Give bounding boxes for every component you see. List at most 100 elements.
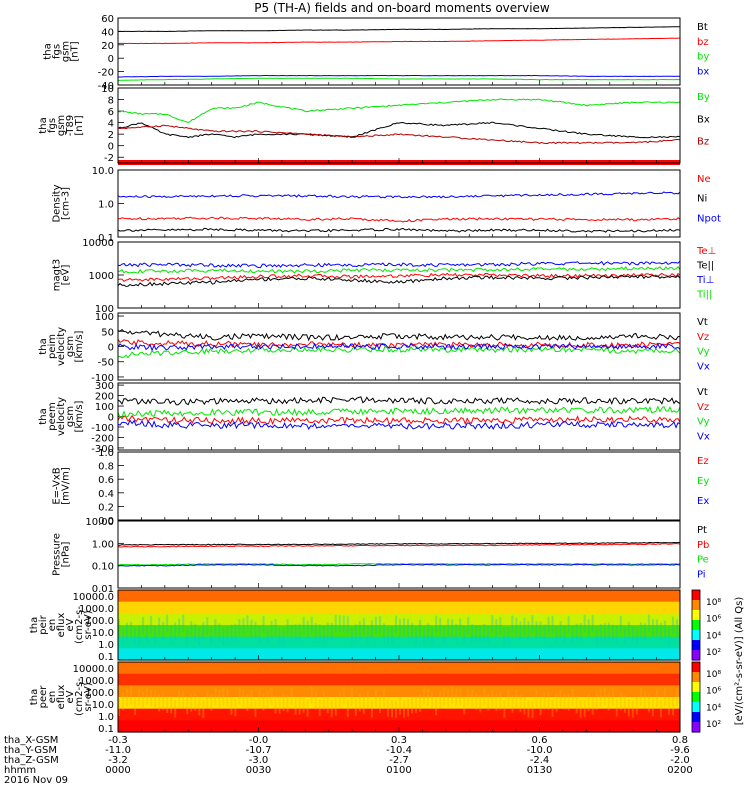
spectrogram-streak	[298, 697, 301, 715]
y-tick-label: 1.0	[98, 448, 114, 459]
spectrogram-streak	[475, 625, 478, 643]
y-tick-label: -40	[98, 81, 114, 92]
panel-ylabel: thapeerenefluxeV(cm2-s-sr-eV)	[29, 678, 94, 716]
spectrogram-streak	[667, 697, 670, 715]
spectrogram-streak	[479, 694, 482, 713]
series-bz-line	[117, 124, 681, 145]
spectrogram-streak	[439, 691, 442, 709]
colorbar-tick: 10⁴	[706, 703, 721, 713]
spectrogram-streak	[483, 687, 486, 706]
spectrogram-streak	[126, 688, 129, 707]
y-tick-label: 10.0	[92, 628, 114, 639]
spectrogram-streak	[242, 618, 245, 636]
footer-hhmm: 0000	[105, 765, 130, 776]
spectrogram-streak	[651, 619, 654, 637]
spectrogram-streak	[547, 616, 550, 635]
spectrogram-streak	[659, 699, 662, 718]
ylabel-line: tha	[29, 689, 40, 705]
spectrogram-streak	[555, 694, 558, 712]
spectrogram-streak	[170, 695, 173, 714]
spectrogram-streak	[595, 692, 598, 710]
panel-frame	[117, 451, 681, 521]
spectrogram-streak	[146, 687, 149, 705]
ylabel-line: tha	[29, 617, 40, 633]
ylabel-line: tha	[38, 408, 49, 424]
spectrogram-streak	[639, 688, 642, 706]
spectrogram-streak	[563, 625, 566, 644]
ylabel-line: -T89	[65, 115, 76, 137]
legend-label: Bt	[697, 22, 708, 33]
spectrogram-streak	[543, 624, 546, 643]
y-tick-label: 60	[101, 14, 114, 25]
spectrogram-streak	[451, 686, 454, 705]
spectrogram-streak	[178, 689, 181, 708]
panel-1: thafgsgsm[nT] 60 40 20 0 -20 -40 Bt bz by bx	[43, 14, 710, 92]
spectrogram-streak	[427, 688, 430, 707]
legend-label: Bz	[697, 137, 709, 148]
spectrogram-streak	[535, 621, 538, 639]
footer-y-gsm: -10.4	[386, 745, 412, 756]
spectrogram-streak	[322, 692, 325, 710]
spectrogram-streak	[443, 688, 446, 706]
spectrogram-streak	[390, 626, 393, 644]
series-vt-line	[117, 396, 681, 406]
panel-ylabel: thapeemvelocitygsm[km/s]	[38, 397, 85, 436]
spectrogram-streak	[222, 688, 225, 706]
ylabel-line: peer	[38, 685, 49, 709]
colorbar-segment	[692, 650, 700, 661]
spectrogram-streak	[495, 619, 498, 637]
y-tick-label: 300	[95, 381, 114, 392]
footer-y-gsm: -11.0	[105, 745, 131, 756]
panel-8: Pressure[nPa] 10.00 1.00 0.10 0.01 Pt Pb Pe Pi	[52, 517, 710, 595]
spectrogram-streak	[411, 623, 414, 641]
panel-6: thapeemvelocitygsm[km/s] 3002001000-100-2…	[38, 381, 710, 455]
spectrogram-streak	[274, 619, 277, 637]
footer-z-gsm: -2.0	[670, 755, 690, 766]
spectrogram-streak	[567, 616, 570, 634]
footer-hhmm: 0130	[527, 765, 552, 776]
colorbar-segment	[692, 682, 700, 693]
spectrogram-streak	[663, 688, 666, 706]
spectrogram-streak	[214, 619, 217, 637]
ylabel-line: tha	[43, 43, 54, 59]
legend-label: Ex	[697, 496, 709, 507]
spectrogram-streak	[182, 691, 185, 709]
spectrogram-streak	[286, 619, 289, 637]
colorbar-segment	[692, 640, 700, 651]
legend-label: Ey	[697, 476, 709, 487]
series-pt-line	[117, 541, 681, 546]
legend-label: Te||	[696, 261, 714, 272]
spectrogram-streak	[515, 617, 518, 636]
spectrogram-streak	[394, 700, 397, 718]
spectrogram-streak	[667, 627, 670, 645]
spectrogram-streak	[647, 614, 650, 633]
spectrogram-streak	[591, 697, 594, 715]
legend-label: Vy	[697, 417, 710, 428]
spectrogram-streak	[627, 699, 630, 717]
legend-label: Vy	[697, 347, 710, 358]
spectrogram-streak	[447, 689, 450, 707]
footer-x-gsm: 0.8	[672, 735, 688, 746]
spectrogram-streak	[342, 615, 345, 634]
spectrogram-streak	[350, 687, 353, 706]
spectrogram-streak	[587, 693, 590, 712]
y-tick-label: 0.8	[98, 462, 114, 473]
spectrogram-streak	[386, 626, 389, 645]
ylabel-line: gsm	[56, 115, 67, 136]
spectrogram-streak	[366, 625, 369, 644]
y-tick-label: 10000.0	[73, 664, 114, 675]
spectrogram-streak	[547, 692, 550, 710]
colorbar-segment	[692, 672, 700, 683]
spectrogram-streak	[651, 698, 654, 717]
colorbar-segment	[692, 600, 700, 611]
spectrogram-streak	[435, 615, 438, 634]
spectrogram-band	[118, 662, 680, 675]
spectrogram-streak	[411, 695, 414, 714]
footer-x-gsm: -0.0	[249, 735, 269, 746]
spectrogram-streak	[531, 700, 534, 718]
y-tick-label: 4	[108, 119, 114, 130]
spectrogram-streak	[354, 624, 357, 642]
ylabel-line: gsm	[65, 336, 76, 357]
